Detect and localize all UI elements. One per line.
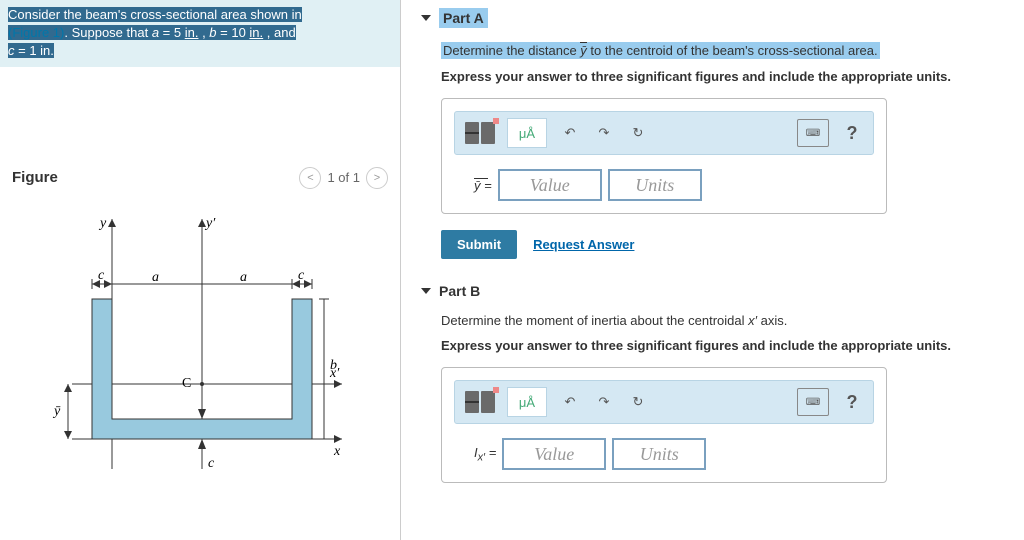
redo-button[interactable]: ↷ xyxy=(593,121,615,145)
part-b-toolbar: μÅ ↶ ↷ ↻ ⌨ ? xyxy=(454,380,874,424)
part-a-submit-button[interactable]: Submit xyxy=(441,230,517,259)
help-button[interactable]: ? xyxy=(841,121,863,145)
part-b-units-input[interactable]: Units xyxy=(612,438,706,470)
part-b-question: Determine the moment of inertia about th… xyxy=(441,313,1004,328)
units-button[interactable]: μÅ xyxy=(507,387,547,417)
undo-button[interactable]: ↶ xyxy=(559,390,581,414)
part-b-answer-box: μÅ ↶ ↷ ↻ ⌨ ? Ix′ = Value Units xyxy=(441,367,887,483)
figure-pager: < 1 of 1 > xyxy=(299,167,388,189)
collapse-icon[interactable] xyxy=(421,288,431,294)
problem-statement: Consider the beam's cross-sectional area… xyxy=(0,0,400,67)
part-b-value-input[interactable]: Value xyxy=(502,438,606,470)
prev-figure-button[interactable]: < xyxy=(299,167,321,189)
collapse-icon[interactable] xyxy=(421,15,431,21)
svg-text:x: x xyxy=(333,444,341,459)
svg-text:a: a xyxy=(152,270,159,285)
part-b-eq-label: Ix′ = xyxy=(474,445,496,464)
svg-text:a: a xyxy=(240,270,247,285)
part-a-units-input[interactable]: Units xyxy=(608,169,702,201)
figure-link[interactable]: (Figure 1) xyxy=(8,25,64,40)
part-a-eq-label: ȳ = xyxy=(474,178,492,193)
svg-text:ȳ: ȳ xyxy=(52,404,61,419)
svg-text:C: C xyxy=(182,376,191,391)
part-a-title: Part A xyxy=(439,8,488,28)
part-a-question: Determine the distance ȳ to the centroid… xyxy=(441,42,880,59)
redo-button[interactable]: ↷ xyxy=(593,390,615,414)
part-b-instruction: Express your answer to three significant… xyxy=(441,338,1004,353)
fraction-icon[interactable] xyxy=(465,122,479,144)
superscript-icon[interactable] xyxy=(481,122,495,144)
fraction-icon[interactable] xyxy=(465,391,479,413)
part-a-request-answer-link[interactable]: Request Answer xyxy=(533,237,634,252)
reset-button[interactable]: ↻ xyxy=(627,390,649,414)
figure-diagram: y′ y x x′ c a a c b xyxy=(12,209,388,489)
undo-button[interactable]: ↶ xyxy=(559,121,581,145)
part-a-toolbar: μÅ ↶ ↷ ↻ ⌨ ? xyxy=(454,111,874,155)
svg-text:b: b xyxy=(330,358,337,373)
superscript-icon[interactable] xyxy=(481,391,495,413)
help-button[interactable]: ? xyxy=(841,390,863,414)
svg-text:y: y xyxy=(98,216,107,231)
next-figure-button[interactable]: > xyxy=(366,167,388,189)
keyboard-icon[interactable]: ⌨ xyxy=(797,119,829,147)
part-a-value-input[interactable]: Value xyxy=(498,169,602,201)
svg-text:c: c xyxy=(208,456,215,471)
units-button[interactable]: μÅ xyxy=(507,118,547,148)
reset-button[interactable]: ↻ xyxy=(627,121,649,145)
figure-title: Figure xyxy=(12,169,58,186)
part-a-answer-box: μÅ ↶ ↷ ↻ ⌨ ? ȳ = Value Units xyxy=(441,98,887,214)
svg-text:y′: y′ xyxy=(204,216,216,231)
part-b-title: Part B xyxy=(439,283,480,299)
part-a-instruction: Express your answer to three significant… xyxy=(441,69,1004,84)
keyboard-icon[interactable]: ⌨ xyxy=(797,388,829,416)
